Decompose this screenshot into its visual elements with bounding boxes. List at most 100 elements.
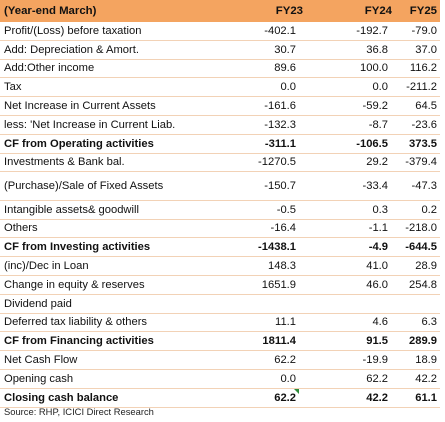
fy25-value: 116.2 [409, 62, 437, 75]
cash-flow-table: (Year-end March) FY23 FY24 FY25 Profit/(… [0, 0, 440, 408]
fy23-value: -161.6 [264, 100, 296, 113]
table-row: Net Cash Flow 62.2 -19.9 18.9 [0, 351, 440, 370]
table-row-total: CF from Investing activities -1438.1 -4.… [0, 238, 440, 258]
fy23-value: -132.3 [264, 118, 296, 131]
fy25-value: 28.9 [415, 260, 437, 273]
row-label: Change in equity & reserves [4, 278, 145, 291]
fy24-value: 91.5 [366, 335, 388, 348]
fy23-value: 1811.4 [262, 335, 296, 348]
row-label: CF from Financing activities [4, 335, 154, 348]
fy23-value: 0.0 [280, 372, 296, 385]
fy25-value: -79.0 [411, 24, 438, 37]
fy24-value: 100.0 [360, 62, 388, 75]
row-label: (Purchase)/Sale of Fixed Assets [4, 180, 164, 193]
table-header: (Year-end March) FY23 FY24 FY25 [0, 0, 440, 22]
table-row: (Purchase)/Sale of Fixed Assets -150.7 -… [0, 172, 440, 201]
source-note: Source: RHP, ICICI Direct Research [4, 406, 154, 417]
fy23-value: 11.1 [275, 316, 296, 329]
table-row: Add: Depreciation & Amort. 30.7 36.8 37.… [0, 41, 440, 60]
table-row-total: CF from Operating activities -311.1 -106… [0, 135, 440, 154]
header-fy23: FY23 [275, 5, 303, 17]
row-label: Net Cash Flow [4, 354, 78, 367]
row-label: Intangible assets& goodwill [4, 203, 139, 216]
fy24-value: 41.0 [366, 260, 388, 273]
fy25-value: 289.9 [409, 335, 437, 348]
fy23-value: 62.2 [274, 391, 296, 404]
row-label: Add: Depreciation & Amort. [4, 43, 139, 56]
fy23-value: -150.7 [264, 180, 296, 193]
fy25-value: 373.5 [409, 137, 437, 150]
row-label: Dividend paid [4, 297, 72, 310]
fy25-value: 254.8 [409, 278, 437, 291]
fy25-value: -23.6 [411, 118, 438, 131]
row-label: Profit/(Loss) before taxation [4, 24, 142, 37]
row-label: Others [4, 222, 38, 235]
fy24-value: -1.1 [368, 222, 388, 235]
fy23-value: -1438.1 [258, 241, 296, 254]
fy23-value: 30.7 [274, 43, 296, 56]
row-label: Opening cash [4, 372, 74, 385]
row-label: Investments & Bank bal. [4, 156, 125, 169]
fy24-value: -33.4 [362, 180, 389, 193]
table-row: Intangible assets& goodwill -0.5 0.3 0.2 [0, 201, 440, 220]
table-row: Opening cash 0.0 62.2 42.2 [0, 370, 440, 389]
fy23-value: -0.5 [276, 203, 296, 216]
fy23-value: -1270.5 [258, 156, 296, 169]
row-label: CF from Investing activities [4, 241, 151, 254]
fy23-value: -311.1 [264, 137, 296, 150]
table-row: Tax 0.0 0.0 -211.2 [0, 78, 440, 98]
fy25-value: 37.0 [415, 43, 437, 56]
fy23-value: -16.4 [270, 222, 297, 235]
table-row: (inc)/Dec in Loan 148.3 41.0 28.9 [0, 257, 440, 276]
fy24-value: 42.2 [366, 391, 388, 404]
row-label: less: 'Net Increase in Current Liab. [4, 118, 176, 131]
table-row: Profit/(Loss) before taxation -402.1 -19… [0, 22, 440, 41]
fy24-value: -19.9 [362, 354, 389, 367]
comment-marker-icon [294, 389, 299, 394]
row-label: CF from Operating activities [4, 137, 154, 150]
fy23-value: -402.1 [264, 24, 296, 37]
fy25-value: 61.1 [415, 391, 437, 404]
fy23-value: 148.3 [268, 260, 296, 273]
table-row: Dividend paid [0, 295, 440, 314]
fy25-value: -379.4 [405, 156, 437, 169]
header-fy25: FY25 [409, 5, 437, 17]
fy25-value: 6.3 [421, 316, 437, 329]
fy24-value: 36.8 [366, 43, 388, 56]
fy25-value: 64.5 [415, 100, 437, 113]
fy24-value: 4.6 [372, 316, 388, 329]
fy24-value: 0.3 [372, 203, 388, 216]
fy24-value: 29.2 [366, 156, 388, 169]
header-fy24: FY24 [364, 5, 392, 17]
row-label: Add:Other income [4, 62, 95, 75]
fy24-value: -4.9 [368, 241, 388, 254]
fy25-value: 0.2 [421, 203, 437, 216]
fy24-value: 0.0 [372, 81, 388, 94]
fy23-value: 0.0 [280, 81, 296, 94]
fy24-value: 62.2 [366, 372, 388, 385]
row-label: Deferred tax liability & others [4, 316, 148, 329]
fy25-value: -644.5 [405, 241, 437, 254]
fy23-value: 62.2 [274, 354, 296, 367]
row-label: Tax [4, 81, 22, 94]
fy24-value: -59.2 [362, 100, 389, 113]
fy23-value: 1651.9 [261, 278, 296, 291]
fy24-value: -8.7 [368, 118, 388, 131]
table-row: Net Increase in Current Assets -161.6 -5… [0, 97, 440, 116]
fy25-value: -47.3 [411, 180, 438, 193]
fy24-value: -192.7 [356, 24, 388, 37]
row-label: Closing cash balance [4, 391, 119, 404]
row-label: (inc)/Dec in Loan [4, 260, 89, 273]
table-row: Investments & Bank bal. -1270.5 29.2 -37… [0, 154, 440, 173]
header-label: (Year-end March) [4, 5, 97, 17]
fy25-value: -218.0 [405, 222, 437, 235]
table-row: Others -16.4 -1.1 -218.0 [0, 220, 440, 239]
fy25-value: 42.2 [415, 372, 437, 385]
table-row-total: CF from Financing activities 1811.4 91.5… [0, 332, 440, 352]
fy23-value: 89.6 [274, 62, 296, 75]
table-row: Deferred tax liability & others 11.1 4.6… [0, 314, 440, 333]
table-row: Change in equity & reserves 1651.9 46.0 … [0, 276, 440, 295]
table-row: Add:Other income 89.6 100.0 116.2 [0, 60, 440, 79]
table-row: less: 'Net Increase in Current Liab. -13… [0, 116, 440, 135]
table-row-total: Closing cash balance 62.2 42.2 61.1 [0, 389, 440, 408]
